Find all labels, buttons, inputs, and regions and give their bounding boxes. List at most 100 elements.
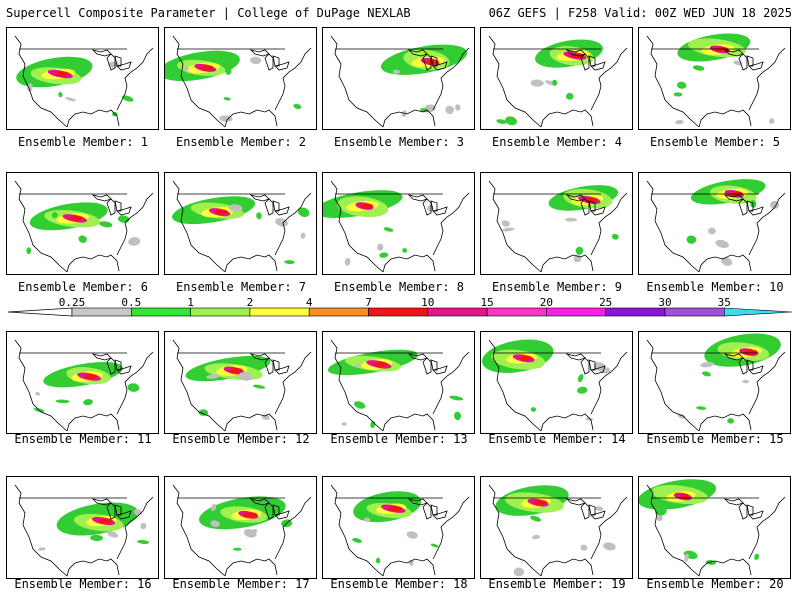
- member-label-2: Ensemble Member: 2: [175, 135, 307, 149]
- scp-shading: [140, 522, 147, 530]
- colorbar-low-arrow: [7, 307, 73, 317]
- scp-shading: [675, 119, 684, 125]
- colorbar-segment: [427, 307, 488, 317]
- coastline-border: [488, 180, 542, 273]
- scp-shading: [754, 553, 760, 560]
- member-label-5: Ensemble Member: 5: [649, 135, 781, 149]
- colorbar-tick-label: 30: [658, 298, 671, 309]
- great-lakes-outline: [272, 55, 280, 67]
- coastline-border: [382, 413, 436, 432]
- us-map-7: [172, 180, 312, 273]
- scp-shading: [577, 386, 588, 394]
- scp-shading: [127, 383, 140, 392]
- scp-shading: [83, 399, 93, 406]
- map-panel-member-12: [164, 331, 317, 434]
- great-lakes-outline: [588, 504, 596, 516]
- great-lakes-outline: [422, 53, 432, 71]
- coastline-border: [66, 254, 120, 273]
- scp-shading: [228, 204, 243, 212]
- great-lakes-outline: [272, 200, 280, 212]
- coastline-border: [14, 35, 68, 128]
- great-lakes-outline: [249, 49, 270, 57]
- scp-shading: [238, 372, 253, 381]
- member-label-3: Ensemble Member: 3: [333, 135, 465, 149]
- scp-shading: [341, 422, 347, 426]
- scp-shading: [56, 370, 68, 380]
- scp-shading: [58, 92, 63, 98]
- us-map-16: [14, 484, 154, 577]
- colorbar-segment: [546, 307, 607, 317]
- member-label-4: Ensemble Member: 4: [491, 135, 623, 149]
- us-map-3: [330, 35, 470, 128]
- scp-shading: [377, 243, 384, 251]
- great-lakes-outline: [590, 61, 606, 71]
- page-title: Supercell Composite Parameter | College …: [6, 6, 411, 20]
- coastline-border: [116, 496, 154, 560]
- scp-shading: [530, 407, 537, 412]
- coastline-border: [432, 192, 470, 256]
- coastline-border: [590, 351, 628, 415]
- colorbar-high-arrow: [723, 307, 793, 317]
- us-map-17: [172, 484, 312, 577]
- coastline-border: [698, 558, 752, 577]
- scp-shading: [38, 547, 46, 551]
- coastline-border: [116, 47, 154, 111]
- scp-shading: [137, 539, 150, 544]
- great-lakes-outline: [746, 55, 754, 67]
- scp-shading: [502, 227, 515, 232]
- scp-shading: [90, 534, 103, 541]
- coastline-border: [540, 413, 594, 432]
- us-map-5: [646, 33, 786, 128]
- great-lakes-outline: [746, 359, 754, 371]
- great-lakes-outline: [588, 200, 596, 212]
- scp-shading: [84, 374, 98, 380]
- coastline-border: [382, 254, 436, 273]
- coastline-border: [172, 484, 226, 577]
- scp-shading: [611, 233, 619, 240]
- coastline-border: [274, 496, 312, 560]
- scp-shading: [720, 257, 733, 266]
- colorbar-tick-label: 20: [540, 298, 553, 309]
- scp-shading: [676, 81, 687, 89]
- scp-shading: [533, 500, 548, 506]
- great-lakes-outline: [91, 353, 112, 361]
- scp-shading: [518, 355, 533, 361]
- scp-shading: [344, 258, 351, 266]
- scp-shading: [575, 246, 584, 255]
- scp-shading: [496, 119, 507, 124]
- coastline-border: [274, 192, 312, 256]
- scp-shading: [65, 97, 76, 102]
- scp-shading: [78, 235, 87, 243]
- great-lakes-outline: [264, 502, 274, 520]
- us-map-6: [14, 180, 154, 273]
- colorbar-tick-label: 35: [718, 298, 731, 309]
- coastline-border: [432, 496, 470, 560]
- great-lakes-outline: [274, 206, 290, 216]
- scp-shading: [223, 97, 231, 101]
- member-label-17: Ensemble Member: 17: [172, 577, 310, 591]
- coastline-border: [748, 496, 786, 560]
- scp-shading: [656, 515, 663, 522]
- scp-shading: [225, 68, 232, 75]
- map-panel-member-13: [322, 331, 475, 434]
- scp-shading: [580, 544, 588, 551]
- us-map-19: [488, 484, 628, 577]
- us-map-20: [639, 479, 786, 577]
- us-map-11: [14, 339, 154, 432]
- scp-shading: [354, 363, 361, 367]
- scp-shading: [702, 371, 711, 377]
- great-lakes-outline: [565, 498, 586, 506]
- us-map-1: [14, 35, 154, 128]
- coastline-border: [274, 351, 312, 415]
- coastline-border: [646, 180, 700, 273]
- us-map-8: [323, 180, 470, 273]
- coastline-border: [432, 47, 470, 111]
- coastline-border: [590, 192, 628, 256]
- scp-shading: [284, 260, 295, 265]
- scp-shading: [117, 215, 130, 223]
- coastline-border: [172, 339, 226, 432]
- great-lakes-outline: [430, 504, 438, 516]
- scp-shading: [275, 218, 288, 227]
- colorbar-tick-label: 15: [480, 298, 493, 309]
- great-lakes-outline: [748, 365, 764, 375]
